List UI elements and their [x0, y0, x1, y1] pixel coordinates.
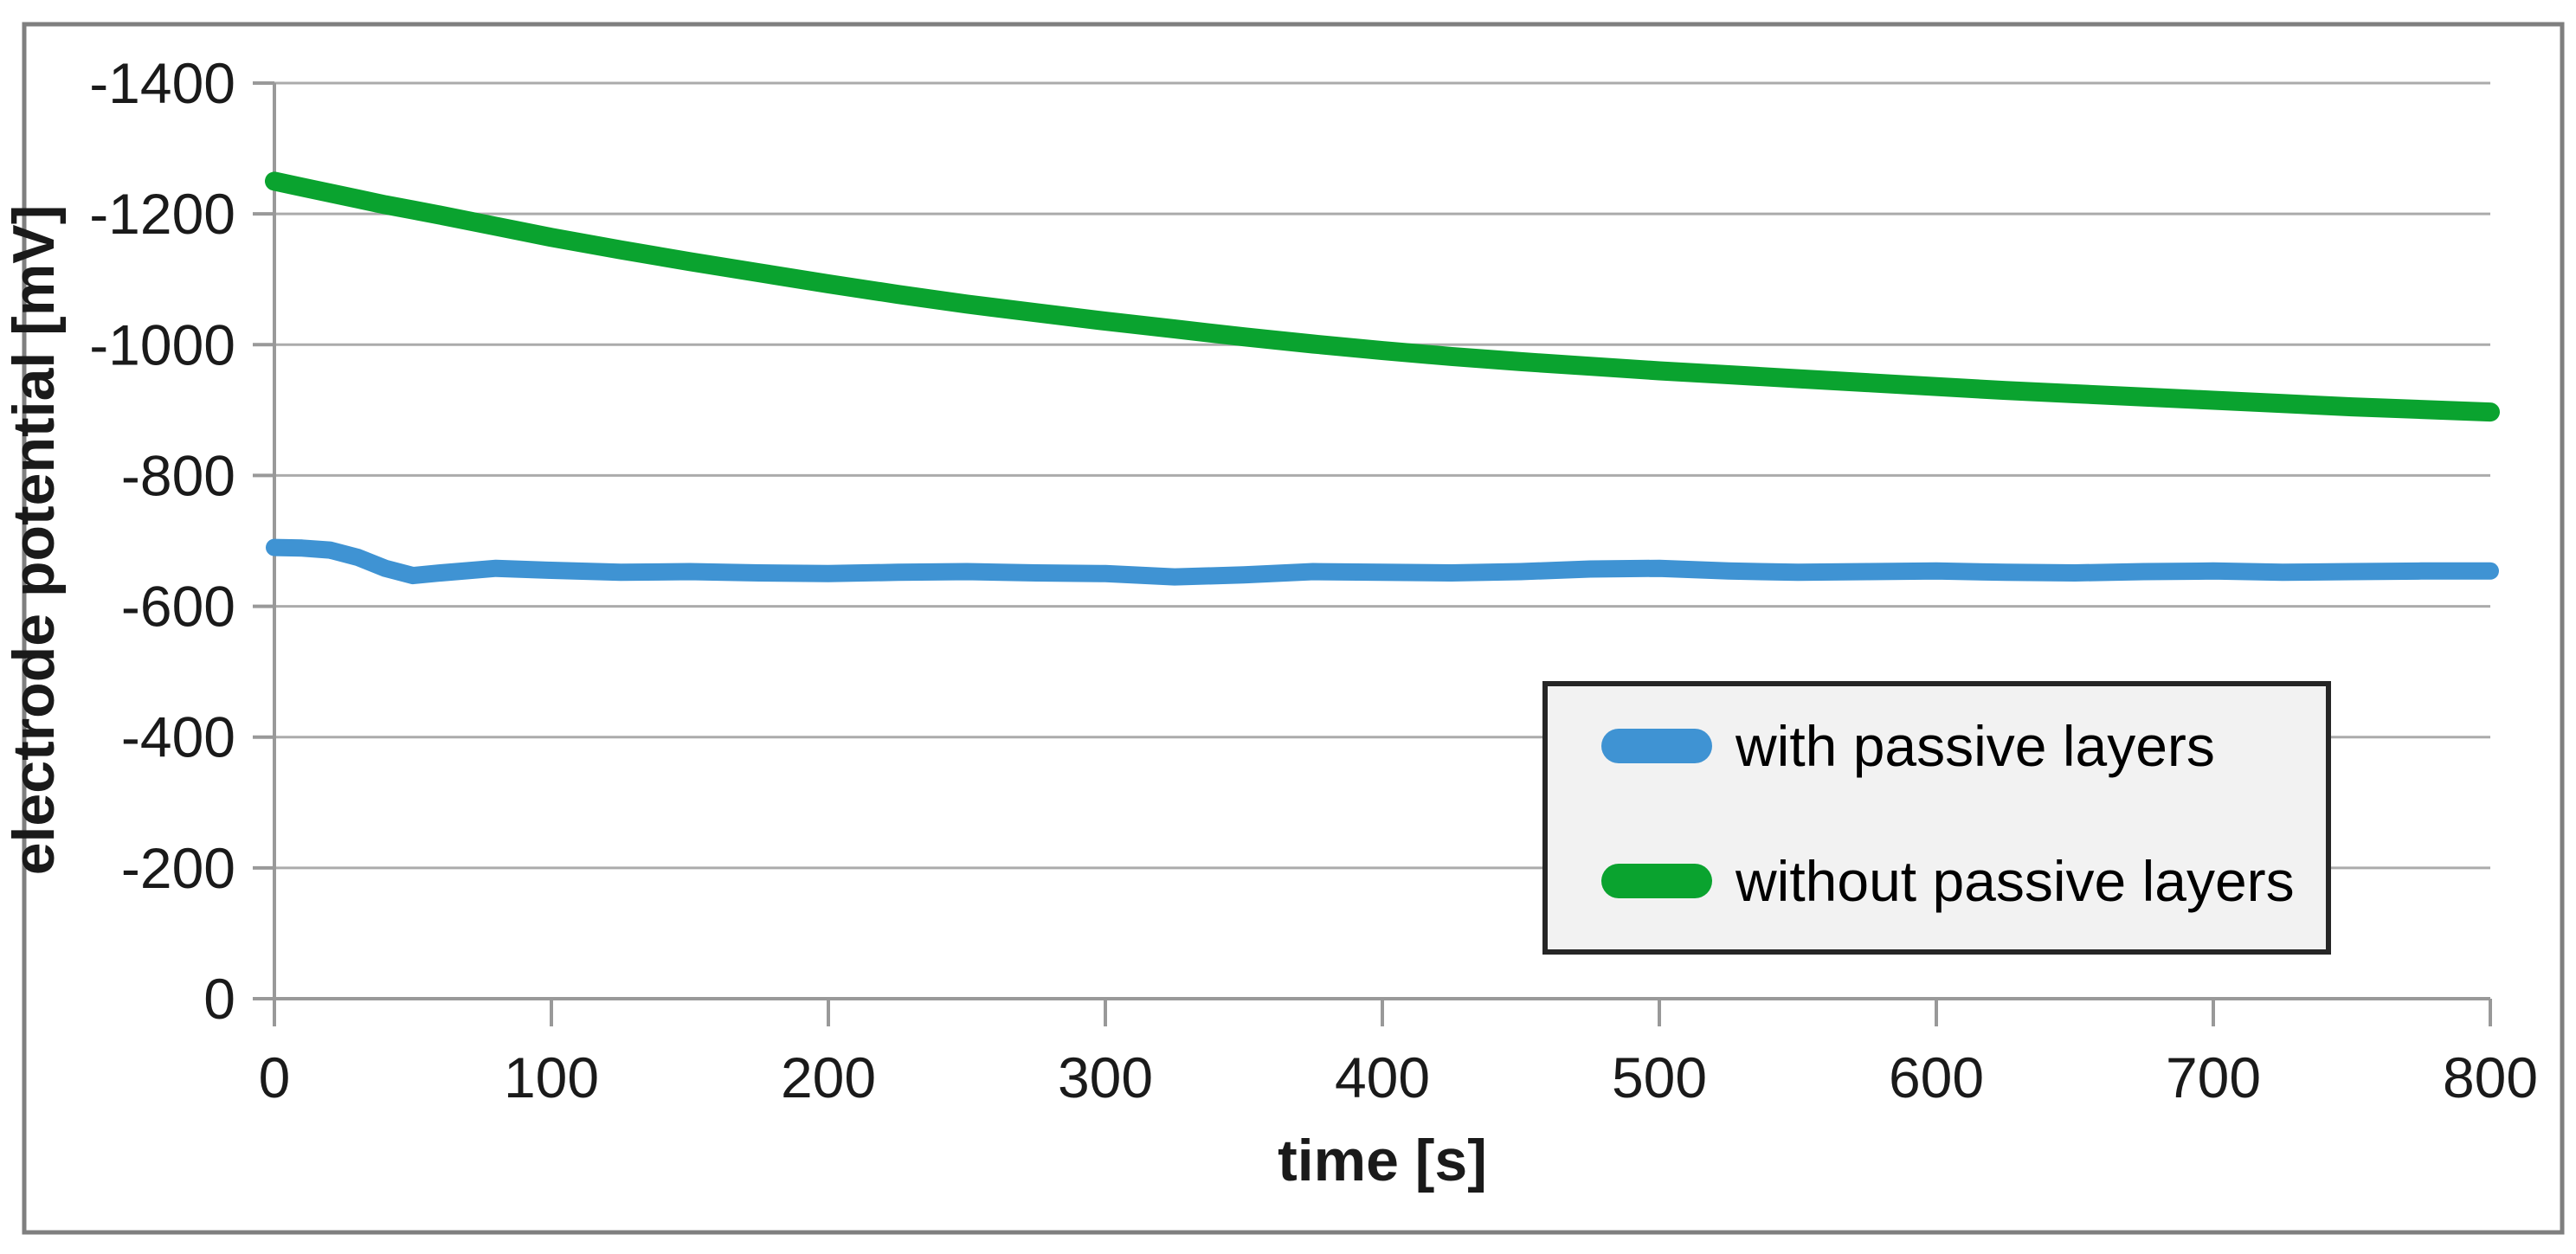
y-tick-labels-group: -1400 -1200 -1000 -800 -600 -400 -200 0 [89, 51, 235, 1031]
legend-entry-label: without passive layers [1735, 849, 2295, 913]
x-axis-title: time [s] [1278, 1128, 1487, 1193]
legend-swatch-with-passive-layers [1601, 729, 1712, 763]
axes-group [253, 81, 2492, 1026]
x-tick-label: 300 [1058, 1045, 1153, 1109]
series-line-with-passive-layers [266, 538, 2499, 586]
series-line-without-passive-layers [265, 171, 2500, 422]
y-axis-title: electrode potential [mV] [1, 205, 67, 876]
x-tick-label: 500 [1612, 1045, 1707, 1109]
y-tick-label: 0 [203, 967, 235, 1031]
y-tick-label: -200 [121, 836, 235, 900]
y-tick-label: -1200 [89, 182, 235, 246]
x-tick-label: 700 [2166, 1045, 2261, 1109]
legend-swatch-without-passive-layers [1601, 864, 1712, 898]
series-lines-group [265, 171, 2500, 586]
y-tick-label: -1400 [89, 51, 235, 115]
x-tick-label: 100 [504, 1045, 599, 1109]
x-tick-label: 800 [2443, 1045, 2538, 1109]
legend-box [1542, 681, 2331, 955]
y-tick-label: -800 [121, 443, 235, 507]
y-tick-label: -600 [121, 575, 235, 639]
legend-entry-label: with passive layers [1735, 714, 2215, 778]
x-tick-label: 200 [781, 1045, 876, 1109]
x-tick-label: 600 [1889, 1045, 1984, 1109]
y-tick-label: -1000 [89, 312, 235, 376]
legend-box-group: with passive layers without passive layer… [1542, 681, 2331, 955]
x-tick-label: 400 [1335, 1045, 1430, 1109]
y-tick-label: -400 [121, 705, 235, 769]
x-tick-labels-group: 0 100 200 300 400 500 600 700 800 [259, 1045, 2538, 1109]
x-tick-label: 0 [259, 1045, 291, 1109]
